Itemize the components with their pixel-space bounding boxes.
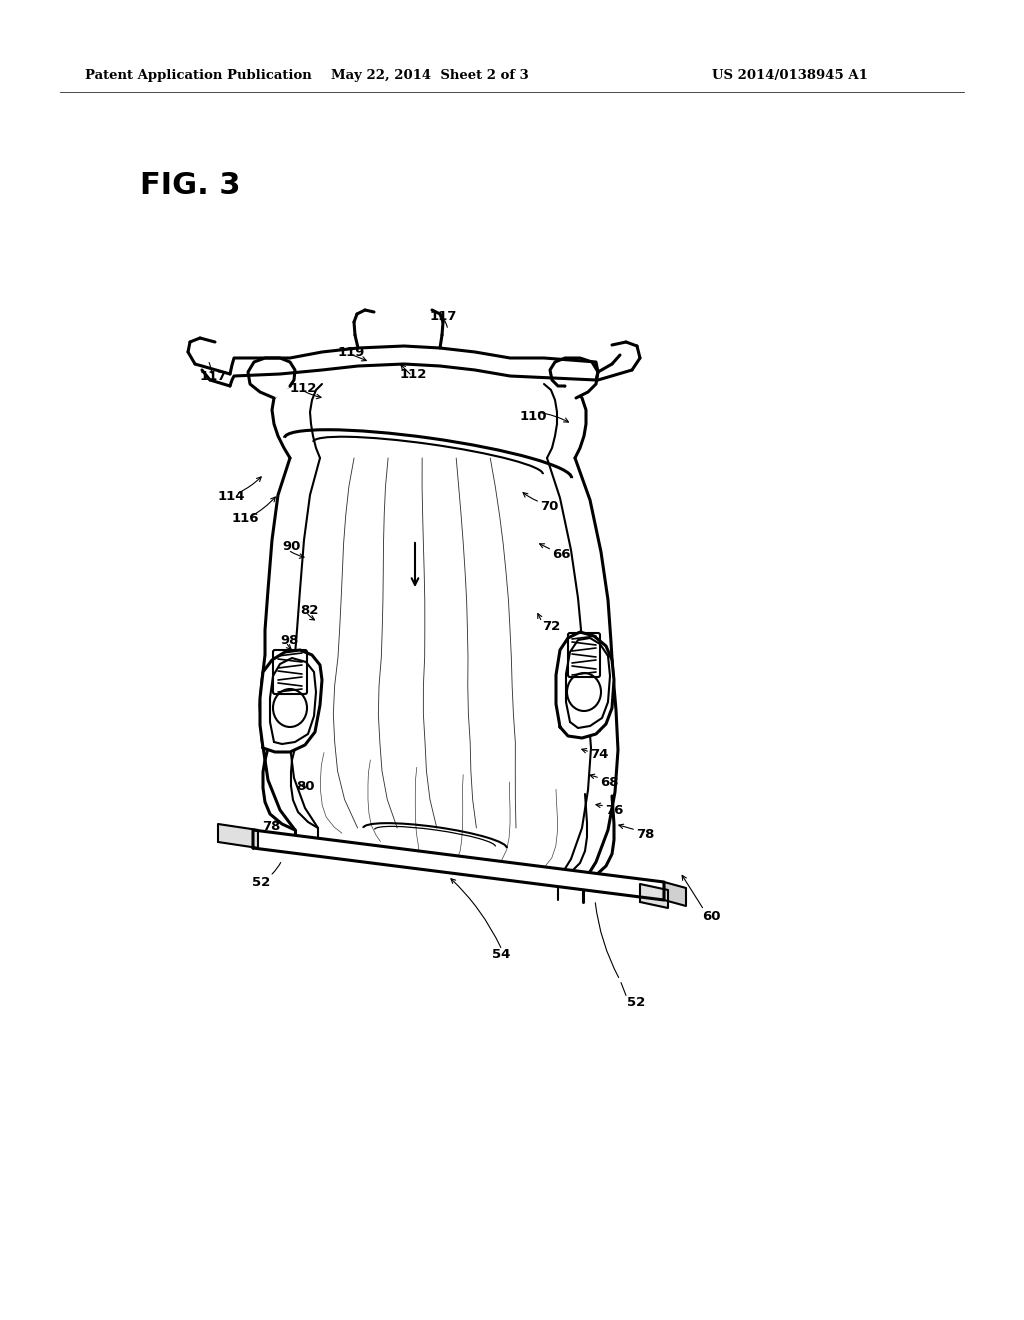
Text: 96: 96 [571,653,590,667]
Text: 82: 82 [300,603,318,616]
Ellipse shape [567,673,601,711]
Text: 80: 80 [296,780,314,792]
Text: 114: 114 [218,490,246,503]
Text: 116: 116 [232,511,259,524]
Text: 78: 78 [636,828,654,841]
Text: 117: 117 [430,309,458,322]
Text: 52: 52 [252,875,270,888]
Text: 102: 102 [265,672,293,685]
Text: 66: 66 [552,548,570,561]
Text: 60: 60 [702,909,721,923]
Text: May 22, 2014  Sheet 2 of 3: May 22, 2014 Sheet 2 of 3 [331,69,528,82]
Polygon shape [550,358,598,399]
Text: 70: 70 [540,499,558,512]
Ellipse shape [273,689,307,727]
Text: 90: 90 [282,540,300,553]
Text: Patent Application Publication: Patent Application Publication [85,69,311,82]
Text: 54: 54 [492,948,510,961]
Polygon shape [260,649,322,752]
Text: 110: 110 [520,409,548,422]
Polygon shape [664,882,686,906]
Text: 112: 112 [290,381,317,395]
Polygon shape [556,632,614,738]
Text: 84: 84 [584,722,602,734]
Text: 92: 92 [575,673,594,686]
Text: 119: 119 [338,346,366,359]
Text: 74: 74 [590,748,608,762]
Text: 86: 86 [276,714,295,726]
Polygon shape [640,884,668,908]
Polygon shape [248,358,295,399]
Polygon shape [253,830,664,900]
Text: 117: 117 [200,370,227,383]
Text: US 2014/0138945 A1: US 2014/0138945 A1 [712,69,868,82]
Text: 68: 68 [600,776,618,788]
Text: FIG. 3: FIG. 3 [140,170,241,199]
Text: 76: 76 [605,804,624,817]
Text: 112: 112 [400,367,427,380]
Polygon shape [230,346,598,385]
Text: 94: 94 [270,692,289,705]
Text: 78: 78 [262,820,281,833]
Polygon shape [218,824,258,847]
Text: 52: 52 [627,995,645,1008]
Text: 72: 72 [542,619,560,632]
Text: 88: 88 [580,696,598,709]
Text: 98: 98 [280,634,298,647]
